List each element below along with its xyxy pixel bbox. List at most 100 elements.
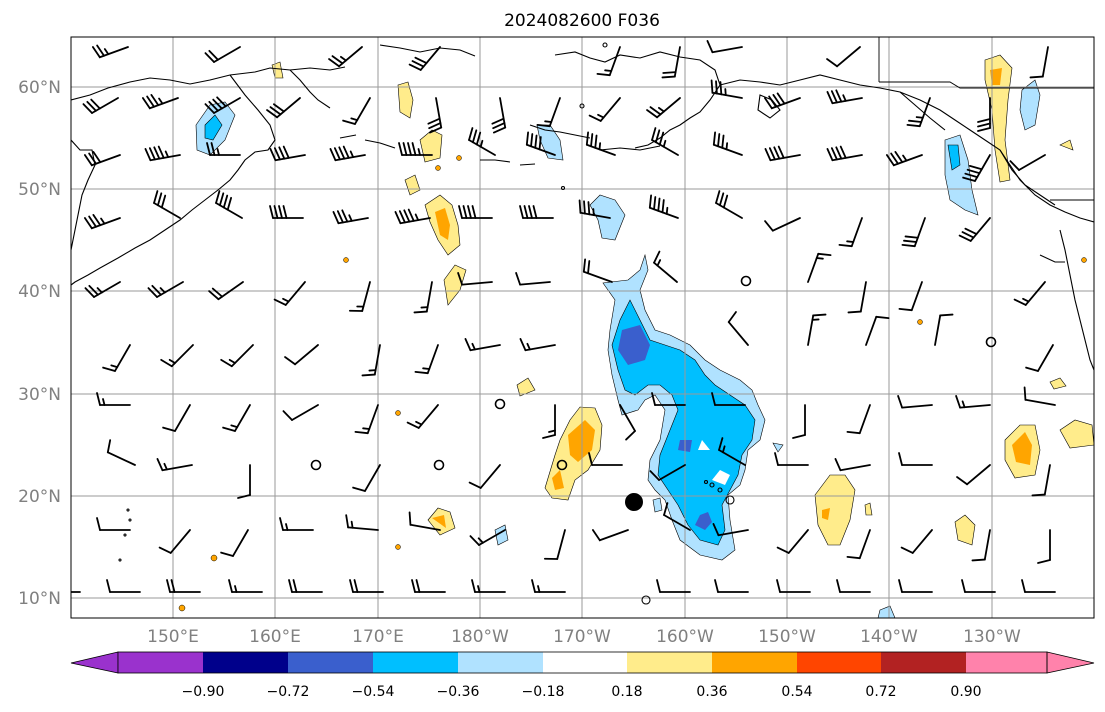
wind-barb bbox=[1031, 464, 1051, 497]
wind-barb bbox=[1023, 386, 1056, 406]
lon-label: 130°W bbox=[963, 627, 1021, 647]
wind-barb bbox=[269, 205, 304, 219]
wind-barb bbox=[284, 344, 319, 366]
wind-barb bbox=[934, 313, 954, 346]
wind-barb bbox=[413, 281, 433, 314]
wind-barb bbox=[901, 217, 926, 248]
wind-barb bbox=[273, 281, 306, 306]
wind-barb bbox=[847, 281, 867, 314]
wind-barb bbox=[661, 46, 681, 79]
lat-label: 40°N bbox=[18, 282, 61, 302]
wind-barb bbox=[596, 46, 621, 77]
wind-barb bbox=[1037, 529, 1051, 564]
colorbar-segment bbox=[118, 652, 203, 673]
wind-barb bbox=[711, 392, 746, 406]
colorbar-tick-label: −0.36 bbox=[437, 684, 480, 700]
calm-wind-markers bbox=[310, 275, 997, 471]
wind-barb bbox=[764, 217, 801, 232]
wind-barb bbox=[228, 579, 263, 593]
wind-barb bbox=[144, 145, 181, 162]
longitude-labels: 150°E 160°E 170°E 180°W 170°W 160°W 150°… bbox=[147, 627, 1021, 647]
colorbar-segment bbox=[966, 652, 1047, 673]
colorbar-tick-label: 0.54 bbox=[781, 684, 812, 700]
colorbar-segment bbox=[627, 652, 712, 673]
lat-label: 50°N bbox=[18, 180, 61, 200]
gridlines bbox=[71, 37, 1094, 618]
colorbar-segment bbox=[458, 652, 543, 673]
wind-barbs bbox=[71, 40, 1056, 593]
wind-barb bbox=[1029, 46, 1049, 79]
wind-barb bbox=[406, 404, 439, 429]
colorbar-segment bbox=[712, 652, 797, 673]
wind-barb bbox=[83, 151, 121, 167]
wind-barb bbox=[352, 464, 381, 492]
wind-barb bbox=[414, 344, 439, 375]
colorbar-tick-label: 0.90 bbox=[950, 684, 981, 700]
wind-barb bbox=[838, 217, 863, 248]
colorbar-tick-label: 0.36 bbox=[696, 684, 727, 700]
wind-barb bbox=[826, 46, 861, 68]
wind-barb bbox=[342, 97, 371, 125]
wind-barb bbox=[288, 579, 323, 593]
colorbar-segment bbox=[288, 652, 373, 673]
wind-barb bbox=[345, 514, 379, 531]
wind-barb bbox=[971, 529, 991, 562]
lon-label: 150°E bbox=[147, 627, 199, 647]
colorbar-tick-label: −0.18 bbox=[522, 684, 565, 700]
wind-barb bbox=[206, 142, 241, 156]
negative-anomaly-field bbox=[195, 79, 1041, 618]
wind-barb bbox=[427, 97, 443, 134]
wind-barb bbox=[279, 517, 314, 531]
wind-barb bbox=[958, 217, 991, 242]
wind-barb bbox=[515, 272, 551, 286]
wind-barb bbox=[663, 502, 691, 531]
lat-label: 30°N bbox=[18, 385, 61, 405]
wind-barb bbox=[807, 313, 827, 346]
wind-barb bbox=[408, 46, 441, 71]
wind-barb bbox=[156, 458, 193, 472]
wind-barb bbox=[83, 214, 121, 230]
wind-barb bbox=[961, 579, 996, 593]
wind-barb bbox=[82, 97, 119, 114]
lat-label: 20°N bbox=[18, 487, 61, 507]
wind-barb bbox=[208, 281, 244, 301]
wind-barb bbox=[166, 579, 201, 593]
wind-barb bbox=[648, 194, 679, 219]
wind-barb bbox=[411, 579, 446, 593]
wind-barb bbox=[525, 131, 556, 156]
wind-barb bbox=[349, 579, 384, 593]
wind-barb bbox=[714, 579, 749, 593]
wind-barb bbox=[898, 452, 933, 466]
wind-barb bbox=[106, 579, 141, 593]
colorbar-max-extension bbox=[1046, 651, 1095, 674]
wind-barb bbox=[956, 464, 991, 486]
storm-center-marker bbox=[625, 493, 643, 511]
wind-barb bbox=[158, 529, 191, 554]
wind-barb bbox=[84, 281, 121, 298]
wind-barb bbox=[774, 452, 809, 466]
wind-barb bbox=[776, 579, 811, 593]
wind-barb bbox=[591, 529, 629, 542]
wind-barb bbox=[220, 344, 254, 368]
wind-barb bbox=[222, 404, 251, 432]
colorbar-min-extension bbox=[70, 651, 119, 674]
wind-barb bbox=[649, 464, 686, 481]
wind-barb bbox=[885, 151, 923, 167]
wind-barb bbox=[542, 404, 556, 439]
wind-barb bbox=[712, 523, 749, 537]
colorbar-tick-label: −0.54 bbox=[352, 684, 395, 700]
wind-barb bbox=[898, 579, 933, 593]
wind-barb bbox=[491, 97, 507, 134]
lon-label: 160°E bbox=[249, 627, 301, 647]
wind-barb bbox=[727, 311, 749, 346]
wind-barb bbox=[102, 344, 131, 372]
wind-barb bbox=[962, 154, 991, 182]
lon-label: 140°W bbox=[860, 627, 918, 647]
lat-label: 60°N bbox=[18, 78, 61, 98]
colorbar-tick-label: −0.72 bbox=[267, 684, 310, 700]
wind-barb bbox=[348, 281, 371, 312]
wind-barb bbox=[471, 579, 506, 593]
colorbar: −0.90 −0.72 −0.54 −0.36 −0.18 0.18 0.36 … bbox=[70, 651, 1095, 700]
colorbar-tick-label: 0.72 bbox=[865, 684, 896, 700]
wind-barb bbox=[897, 395, 933, 409]
